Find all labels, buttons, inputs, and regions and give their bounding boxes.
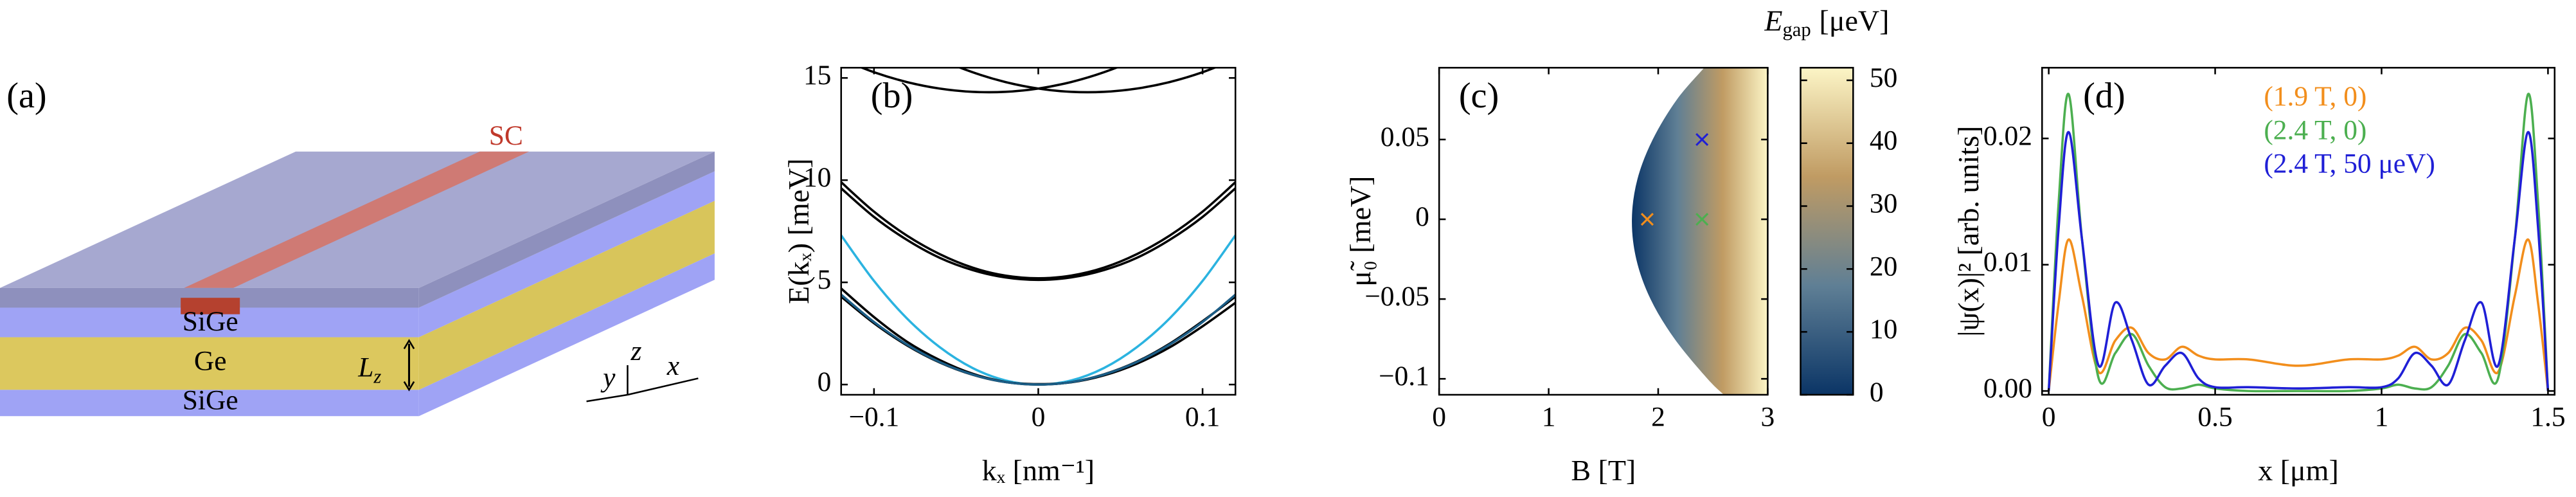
axis-name: x xyxy=(666,350,679,381)
panel-label: (b) xyxy=(871,76,913,116)
plot-area xyxy=(2047,93,2550,393)
symbol: L xyxy=(357,352,373,383)
x-tick-label: 3 xyxy=(1761,401,1775,432)
y-tick-label: 0.00 xyxy=(1983,373,2032,404)
colorbar-tick-label: 10 xyxy=(1870,314,1897,345)
layer-label: Ge xyxy=(194,345,227,376)
x-axis-label: kₓ [nm⁻¹] xyxy=(982,454,1095,487)
data-line xyxy=(2047,131,2550,392)
thickness-label: Lz xyxy=(357,352,381,388)
colorbar-tick-label: 30 xyxy=(1870,188,1897,219)
layer-side xyxy=(418,151,715,308)
arrow-head xyxy=(403,381,415,392)
legend-entry: (2.4 T, 50 μeV) xyxy=(2264,149,2435,179)
data-line xyxy=(841,293,1236,386)
data-line xyxy=(841,234,1236,386)
axis-arrow xyxy=(586,393,628,402)
y-tick-label: 5 xyxy=(818,264,832,295)
y-axis-label: E(kₓ) [meV] xyxy=(782,158,815,304)
contact-stripe xyxy=(184,151,530,288)
axis-name: y xyxy=(600,362,616,393)
plot-frame xyxy=(1438,67,1769,396)
subscript: gap xyxy=(1782,19,1811,41)
panel-label: (d) xyxy=(2083,76,2125,116)
x-tick-label: 0 xyxy=(1032,401,1046,432)
layer-front xyxy=(0,390,419,417)
marker xyxy=(1640,213,1654,226)
plot-area xyxy=(841,68,1236,386)
y-tick-label: 15 xyxy=(803,60,831,91)
data-line xyxy=(841,287,1236,386)
x-tick-label: 0.1 xyxy=(1185,401,1220,432)
y-tick-label: 0 xyxy=(818,366,832,397)
panel-label: (c) xyxy=(1459,76,1499,116)
plot-frame xyxy=(2041,67,2556,396)
device-diagram: (a) SC SiGe Ge SiGe Lz y z x xyxy=(0,76,715,417)
gap-region xyxy=(1632,68,1768,395)
contact-block xyxy=(181,298,240,314)
y-tick-label: 10 xyxy=(803,162,831,193)
x-tick-label: 0.5 xyxy=(2197,401,2232,432)
colorbar-tick-label: 50 xyxy=(1870,62,1897,93)
x-tick-label: 1 xyxy=(1542,401,1556,432)
y-tick-label: 0.01 xyxy=(1983,247,2032,278)
colorbar-tick-label: 20 xyxy=(1870,251,1897,282)
axis-arrow xyxy=(627,377,699,396)
y-tick-label: 0 xyxy=(1415,201,1429,232)
data-line xyxy=(841,181,1236,280)
colorbar-tick-label: 0 xyxy=(1870,377,1884,408)
y-tick-label: 0.02 xyxy=(1983,120,2032,151)
y-axis-label: |ψ(x)|² [arb. units] xyxy=(1952,126,1985,337)
colorbar xyxy=(1800,67,1854,396)
x-tick-label: 0 xyxy=(2042,401,2056,432)
symbol: E xyxy=(1764,4,1782,37)
y-tick-label: −0.1 xyxy=(1379,361,1429,392)
plot-area xyxy=(1632,68,1768,395)
arrow-head xyxy=(403,339,415,350)
y-tick-label: −0.05 xyxy=(1364,281,1429,312)
layer-side xyxy=(418,201,715,390)
legend-entry: (2.4 T, 0) xyxy=(2264,114,2366,145)
x-tick-label: 1.5 xyxy=(2530,401,2565,432)
subscript: z xyxy=(373,365,381,387)
x-axis-label: B [T] xyxy=(1571,454,1636,487)
y-tick-label: 0.05 xyxy=(1381,122,1429,152)
colorbar-label: Egap [μeV] xyxy=(1764,4,1889,41)
colorbar-tick-label: 40 xyxy=(1870,125,1897,156)
data-line xyxy=(841,187,1236,282)
layer-front xyxy=(0,337,419,390)
marker xyxy=(1695,213,1709,226)
x-tick-label: −0.1 xyxy=(848,401,899,432)
panel-label: (a) xyxy=(6,76,46,116)
x-tick-label: 1 xyxy=(2375,401,2389,432)
y-axis-label: μ̃₀ [meV] xyxy=(1344,176,1377,287)
legend-entry: (1.9 T, 0) xyxy=(2264,81,2366,112)
layer-side xyxy=(418,253,715,417)
x-tick-label: 0 xyxy=(1432,401,1446,432)
marker xyxy=(1695,132,1709,147)
unit: [μeV] xyxy=(1820,4,1890,37)
layer-side xyxy=(418,171,715,338)
axis-name: z xyxy=(631,336,642,366)
layer-label: SiGe xyxy=(183,306,238,337)
data-line xyxy=(859,68,1120,94)
x-tick-label: 2 xyxy=(1651,401,1665,432)
layer-label: SiGe xyxy=(183,385,238,416)
x-axis-label: x [μm] xyxy=(2258,454,2339,487)
contact-label: SC xyxy=(489,120,523,151)
